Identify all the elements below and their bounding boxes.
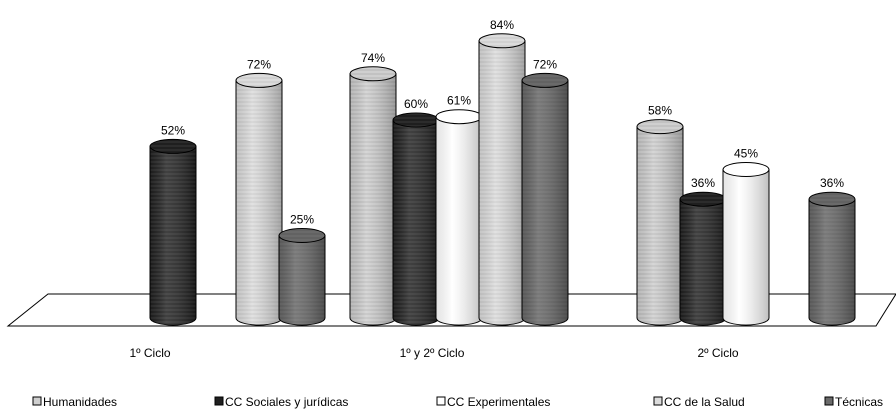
bar bbox=[349, 66, 397, 326]
bar bbox=[636, 119, 684, 326]
data-label: 61% bbox=[447, 94, 471, 108]
data-label: 74% bbox=[361, 51, 385, 65]
legend-item: CC Sociales y jurídicas bbox=[214, 395, 348, 409]
category-label: 2º Ciclo bbox=[697, 346, 738, 360]
legend-swatch bbox=[32, 396, 42, 406]
category-label: 1º Ciclo bbox=[129, 346, 170, 360]
data-label: 84% bbox=[490, 18, 514, 32]
data-label: 25% bbox=[290, 213, 314, 227]
legend-swatch bbox=[436, 396, 446, 406]
legend-label: CC Sociales y jurídicas bbox=[225, 395, 348, 409]
legend-item: CC de la Salud bbox=[653, 395, 745, 409]
legend-label: Técnicas bbox=[835, 395, 883, 409]
legend-swatch bbox=[214, 396, 224, 406]
legend-label: Humanidades bbox=[43, 395, 117, 409]
data-label: 45% bbox=[734, 147, 758, 161]
bar bbox=[521, 72, 569, 326]
legend-swatch bbox=[824, 396, 834, 406]
data-label: 36% bbox=[820, 176, 844, 190]
data-label: 72% bbox=[247, 57, 271, 71]
bar bbox=[278, 228, 326, 326]
bars-layer: 52% 72% 25% 74% 60% 61% 84% 72% 58% 36% 45% 36% bbox=[149, 18, 856, 326]
data-label: 60% bbox=[404, 97, 428, 111]
legend: Humanidades CC Sociales y jurídicas CC Exp… bbox=[32, 395, 883, 409]
data-label: 52% bbox=[161, 123, 185, 137]
category-labels: 1º Ciclo 1º y 2º Ciclo 2º Ciclo bbox=[129, 346, 738, 360]
bar bbox=[679, 191, 727, 326]
data-label: 36% bbox=[691, 176, 715, 190]
chart-floor bbox=[6, 293, 896, 327]
bar bbox=[808, 191, 856, 326]
legend-item: Humanidades bbox=[32, 395, 117, 409]
bar bbox=[722, 162, 770, 326]
legend-label: CC de la Salud bbox=[664, 395, 745, 409]
category-label: 1º y 2º Ciclo bbox=[400, 346, 465, 360]
bar bbox=[478, 33, 526, 326]
bar bbox=[149, 138, 197, 326]
data-label: 58% bbox=[648, 104, 672, 118]
bar bbox=[392, 112, 440, 326]
legend-swatch bbox=[653, 396, 663, 406]
data-label: 72% bbox=[533, 57, 557, 71]
legend-item: Técnicas bbox=[824, 395, 883, 409]
bar bbox=[435, 109, 483, 326]
legend-item: CC Experimentales bbox=[436, 395, 550, 409]
legend-label: CC Experimentales bbox=[447, 395, 550, 409]
bar bbox=[235, 72, 283, 326]
